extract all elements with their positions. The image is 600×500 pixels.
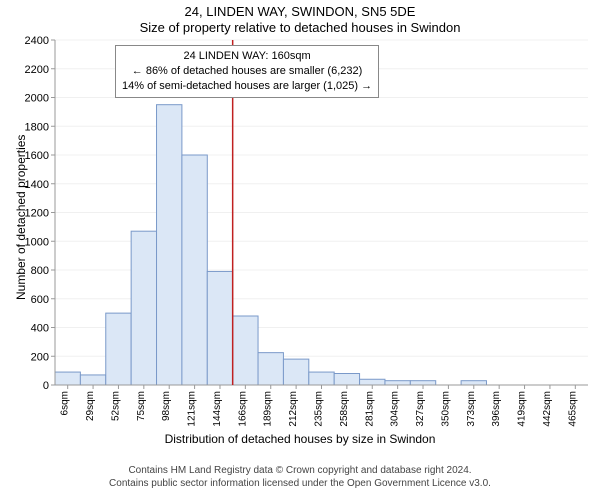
- svg-text:6sqm: 6sqm: [60, 391, 71, 415]
- svg-text:1200: 1200: [25, 208, 49, 220]
- svg-text:1400: 1400: [25, 179, 49, 191]
- annotation-line1: 24 LINDEN WAY: 160sqm: [122, 49, 372, 64]
- svg-text:327sqm: 327sqm: [415, 391, 426, 427]
- svg-text:2400: 2400: [25, 35, 49, 47]
- annotation-line2: ← 86% of detached houses are smaller (6,…: [122, 64, 372, 79]
- annotation-box: 24 LINDEN WAY: 160sqm ← 86% of detached …: [115, 45, 379, 98]
- svg-text:2000: 2000: [25, 93, 49, 105]
- svg-text:400: 400: [31, 323, 49, 335]
- svg-text:396sqm: 396sqm: [491, 391, 502, 427]
- y-axis-label: Number of detached properties: [14, 135, 28, 300]
- svg-text:189sqm: 189sqm: [263, 391, 274, 427]
- svg-text:1000: 1000: [25, 236, 49, 248]
- svg-text:419sqm: 419sqm: [517, 391, 528, 427]
- svg-text:235sqm: 235sqm: [314, 391, 325, 427]
- svg-text:281sqm: 281sqm: [364, 391, 375, 427]
- footer-attribution: Contains HM Land Registry data © Crown c…: [0, 464, 600, 490]
- svg-text:166sqm: 166sqm: [237, 391, 248, 427]
- x-axis-label: Distribution of detached houses by size …: [0, 432, 600, 446]
- svg-text:373sqm: 373sqm: [466, 391, 477, 427]
- svg-text:1800: 1800: [25, 121, 49, 133]
- svg-text:304sqm: 304sqm: [390, 391, 401, 427]
- svg-text:75sqm: 75sqm: [136, 391, 147, 421]
- svg-text:258sqm: 258sqm: [339, 391, 350, 427]
- svg-text:442sqm: 442sqm: [542, 391, 553, 427]
- svg-text:29sqm: 29sqm: [85, 391, 96, 421]
- svg-text:121sqm: 121sqm: [187, 391, 198, 427]
- annotation-line3: 14% of semi-detached houses are larger (…: [122, 79, 372, 94]
- svg-text:800: 800: [31, 265, 49, 277]
- svg-text:1600: 1600: [25, 150, 49, 162]
- svg-text:52sqm: 52sqm: [110, 391, 121, 421]
- svg-text:0: 0: [43, 380, 49, 392]
- svg-text:350sqm: 350sqm: [440, 391, 451, 427]
- footer-line1: Contains HM Land Registry data © Crown c…: [0, 464, 600, 477]
- svg-text:212sqm: 212sqm: [288, 391, 299, 427]
- svg-text:465sqm: 465sqm: [567, 391, 578, 427]
- svg-text:200: 200: [31, 351, 49, 363]
- svg-text:98sqm: 98sqm: [161, 391, 172, 421]
- svg-text:2200: 2200: [25, 64, 49, 76]
- svg-text:144sqm: 144sqm: [212, 391, 223, 427]
- svg-text:600: 600: [31, 294, 49, 306]
- footer-line2: Contains public sector information licen…: [0, 477, 600, 490]
